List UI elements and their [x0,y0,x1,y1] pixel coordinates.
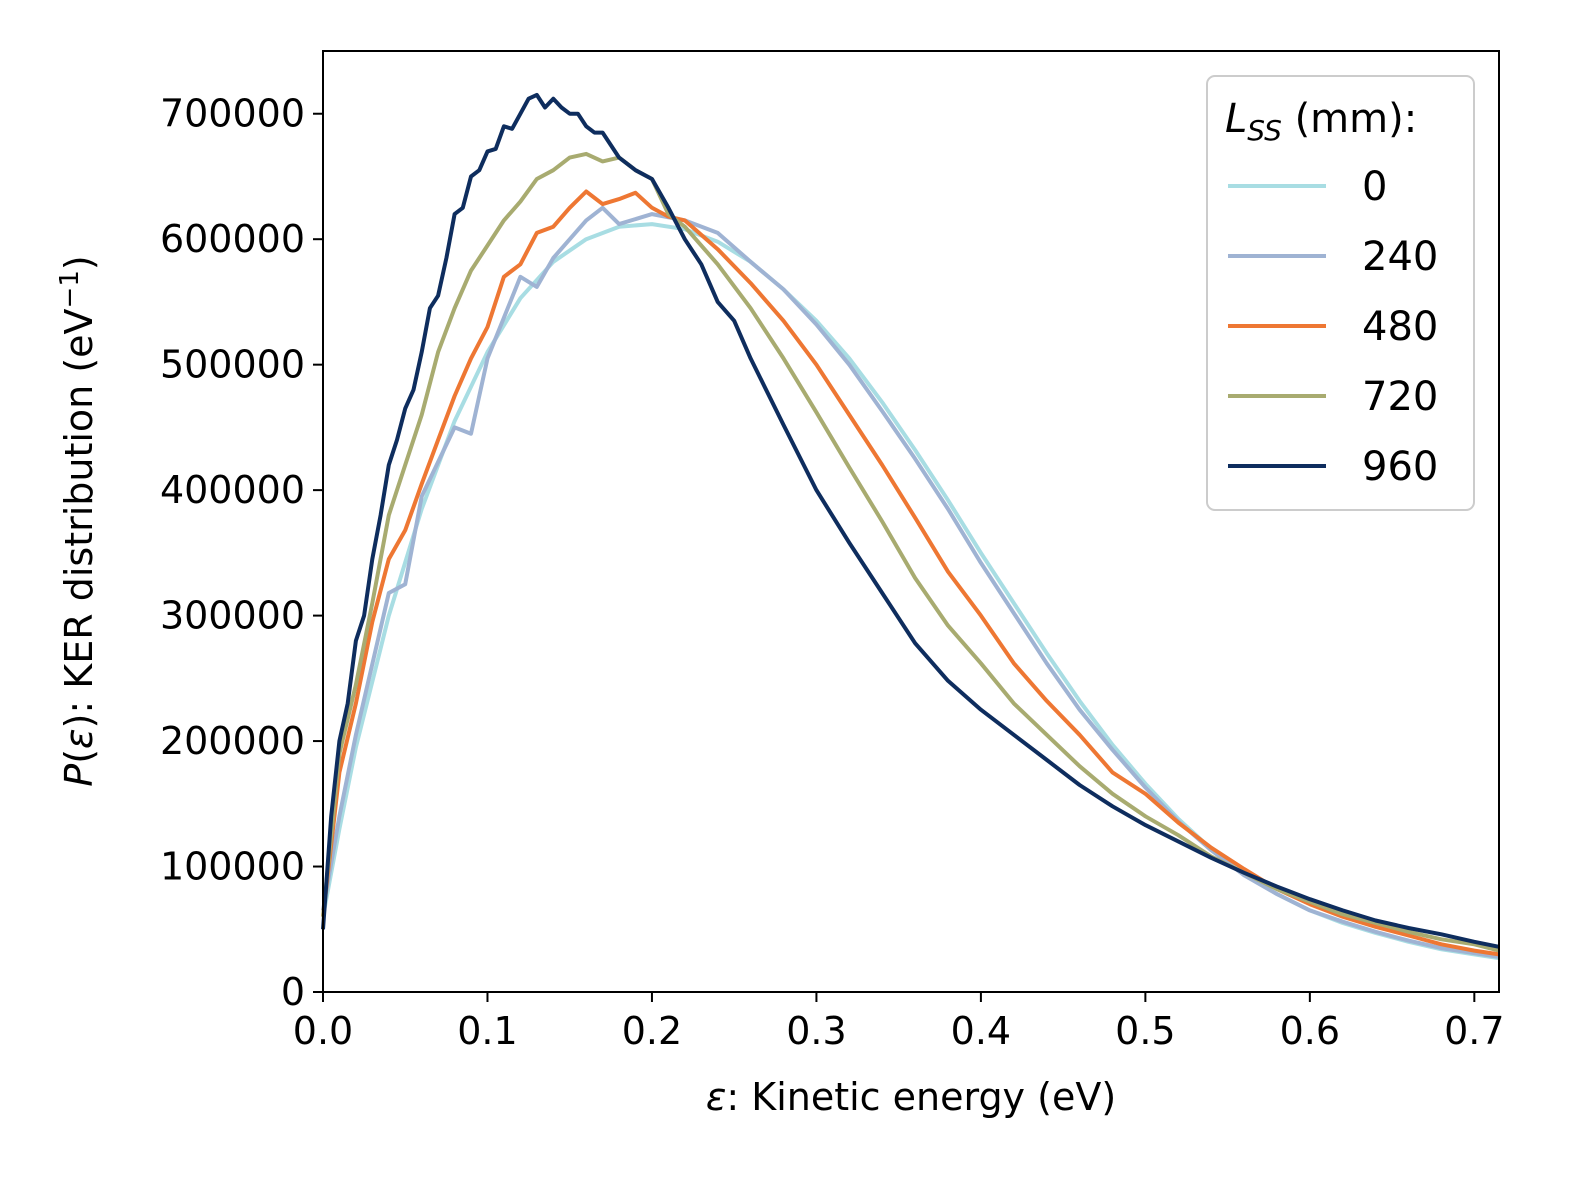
series-line-480 [321,189,1500,957]
y-tick-label: 0 [281,970,305,1014]
series-line-960 [321,92,1500,949]
y-tick-label: 700000 [160,92,305,136]
legend-label-480: 480 [1362,304,1438,350]
x-tick-label: 0.3 [786,1009,846,1053]
x-tick-label: 0.4 [951,1009,1011,1053]
legend-label-720: 720 [1362,374,1438,420]
series-layer [321,92,1500,961]
x-tick-label: 0.7 [1444,1009,1504,1053]
legend: LSS (mm): 0 240 480 720 960 [1206,75,1475,511]
x-tick-label: 0.6 [1280,1009,1340,1053]
legend-label-960: 960 [1362,444,1438,490]
legend-label-240: 240 [1362,234,1438,280]
y-axis: 0 100000 200000 300000 400000 500000 600000 700… [160,92,323,1014]
x-axis-label: ε: Kinetic energy (eV) [706,1075,1116,1119]
x-tick-label: 0.5 [1115,1009,1175,1053]
series-line-240 [321,205,1500,959]
y-tick-label: 100000 [160,845,305,889]
legend-title: LSS (mm): [1225,96,1417,147]
y-tick-label: 400000 [160,468,305,512]
x-axis: 0.0 0.1 0.2 0.3 0.4 0.5 0.6 0.7 [293,992,1505,1053]
y-tick-label: 600000 [160,217,305,261]
plot-frame [322,50,1500,993]
legend-entries: 0 240 480 720 960 [1228,164,1438,490]
y-tick-label: 200000 [160,719,305,763]
y-tick-label: 300000 [160,594,305,638]
x-tick-label: 0.2 [622,1009,682,1053]
x-tick-label: 0.1 [457,1009,517,1053]
y-axis-label: P(ε): KER distribution (eV−1) [55,255,101,786]
y-tick-label: 500000 [160,343,305,387]
x-tick-label: 0.0 [293,1009,353,1053]
legend-label-0: 0 [1362,164,1387,210]
